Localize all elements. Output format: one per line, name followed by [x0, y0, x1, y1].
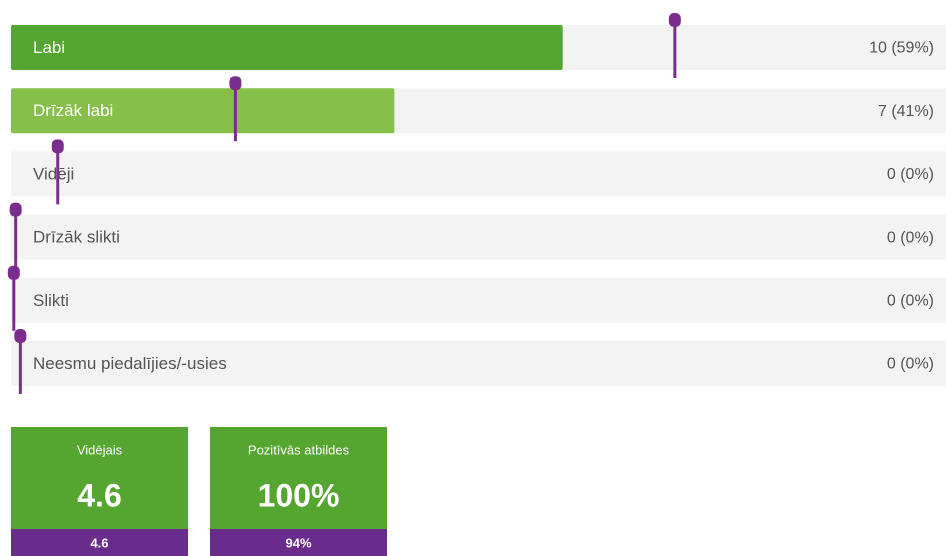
value-label: 10 (59%)	[869, 40, 934, 57]
benchmark-marker-head	[668, 13, 681, 27]
summary-title: Vidējais	[77, 442, 123, 457]
summary-title: Pozitīvās atbildes	[248, 442, 350, 457]
summary-value: 100%	[258, 477, 340, 513]
bar-track	[11, 277, 946, 323]
value-label: 0 (0%)	[887, 293, 934, 310]
benchmark-marker-head	[51, 139, 64, 154]
summary-box	[11, 427, 188, 529]
bar	[11, 88, 395, 134]
value-label: 7 (41%)	[878, 103, 934, 120]
summary-box	[210, 427, 387, 529]
bar-track	[11, 151, 946, 197]
bar	[11, 25, 563, 70]
benchmark-marker-head	[229, 76, 242, 91]
value-label: 0 (0%)	[887, 356, 934, 373]
summary-benchmark: 94%	[285, 535, 311, 550]
value-label: 0 (0%)	[887, 166, 934, 183]
summary-benchmark-strip	[210, 529, 387, 556]
category-label: Drīzāk labi	[33, 101, 113, 120]
category-label: Labi	[33, 38, 65, 57]
bar-track	[11, 214, 946, 260]
value-label: 0 (0%)	[887, 229, 934, 246]
summary-benchmark: 4.6	[90, 535, 108, 550]
benchmark-marker-head	[7, 265, 20, 280]
category-label: Neesmu piedalījies/-usies	[33, 354, 227, 373]
benchmark-marker-head	[14, 329, 27, 343]
summary-benchmark-strip	[11, 529, 188, 556]
category-label: Slikti	[33, 291, 69, 310]
category-label: Drīzāk slikti	[33, 228, 120, 247]
benchmark-marker-head	[9, 202, 22, 217]
summary-value: 4.6	[77, 477, 121, 513]
category-label: Vidēji	[33, 164, 74, 183]
bar-track	[11, 341, 946, 386]
